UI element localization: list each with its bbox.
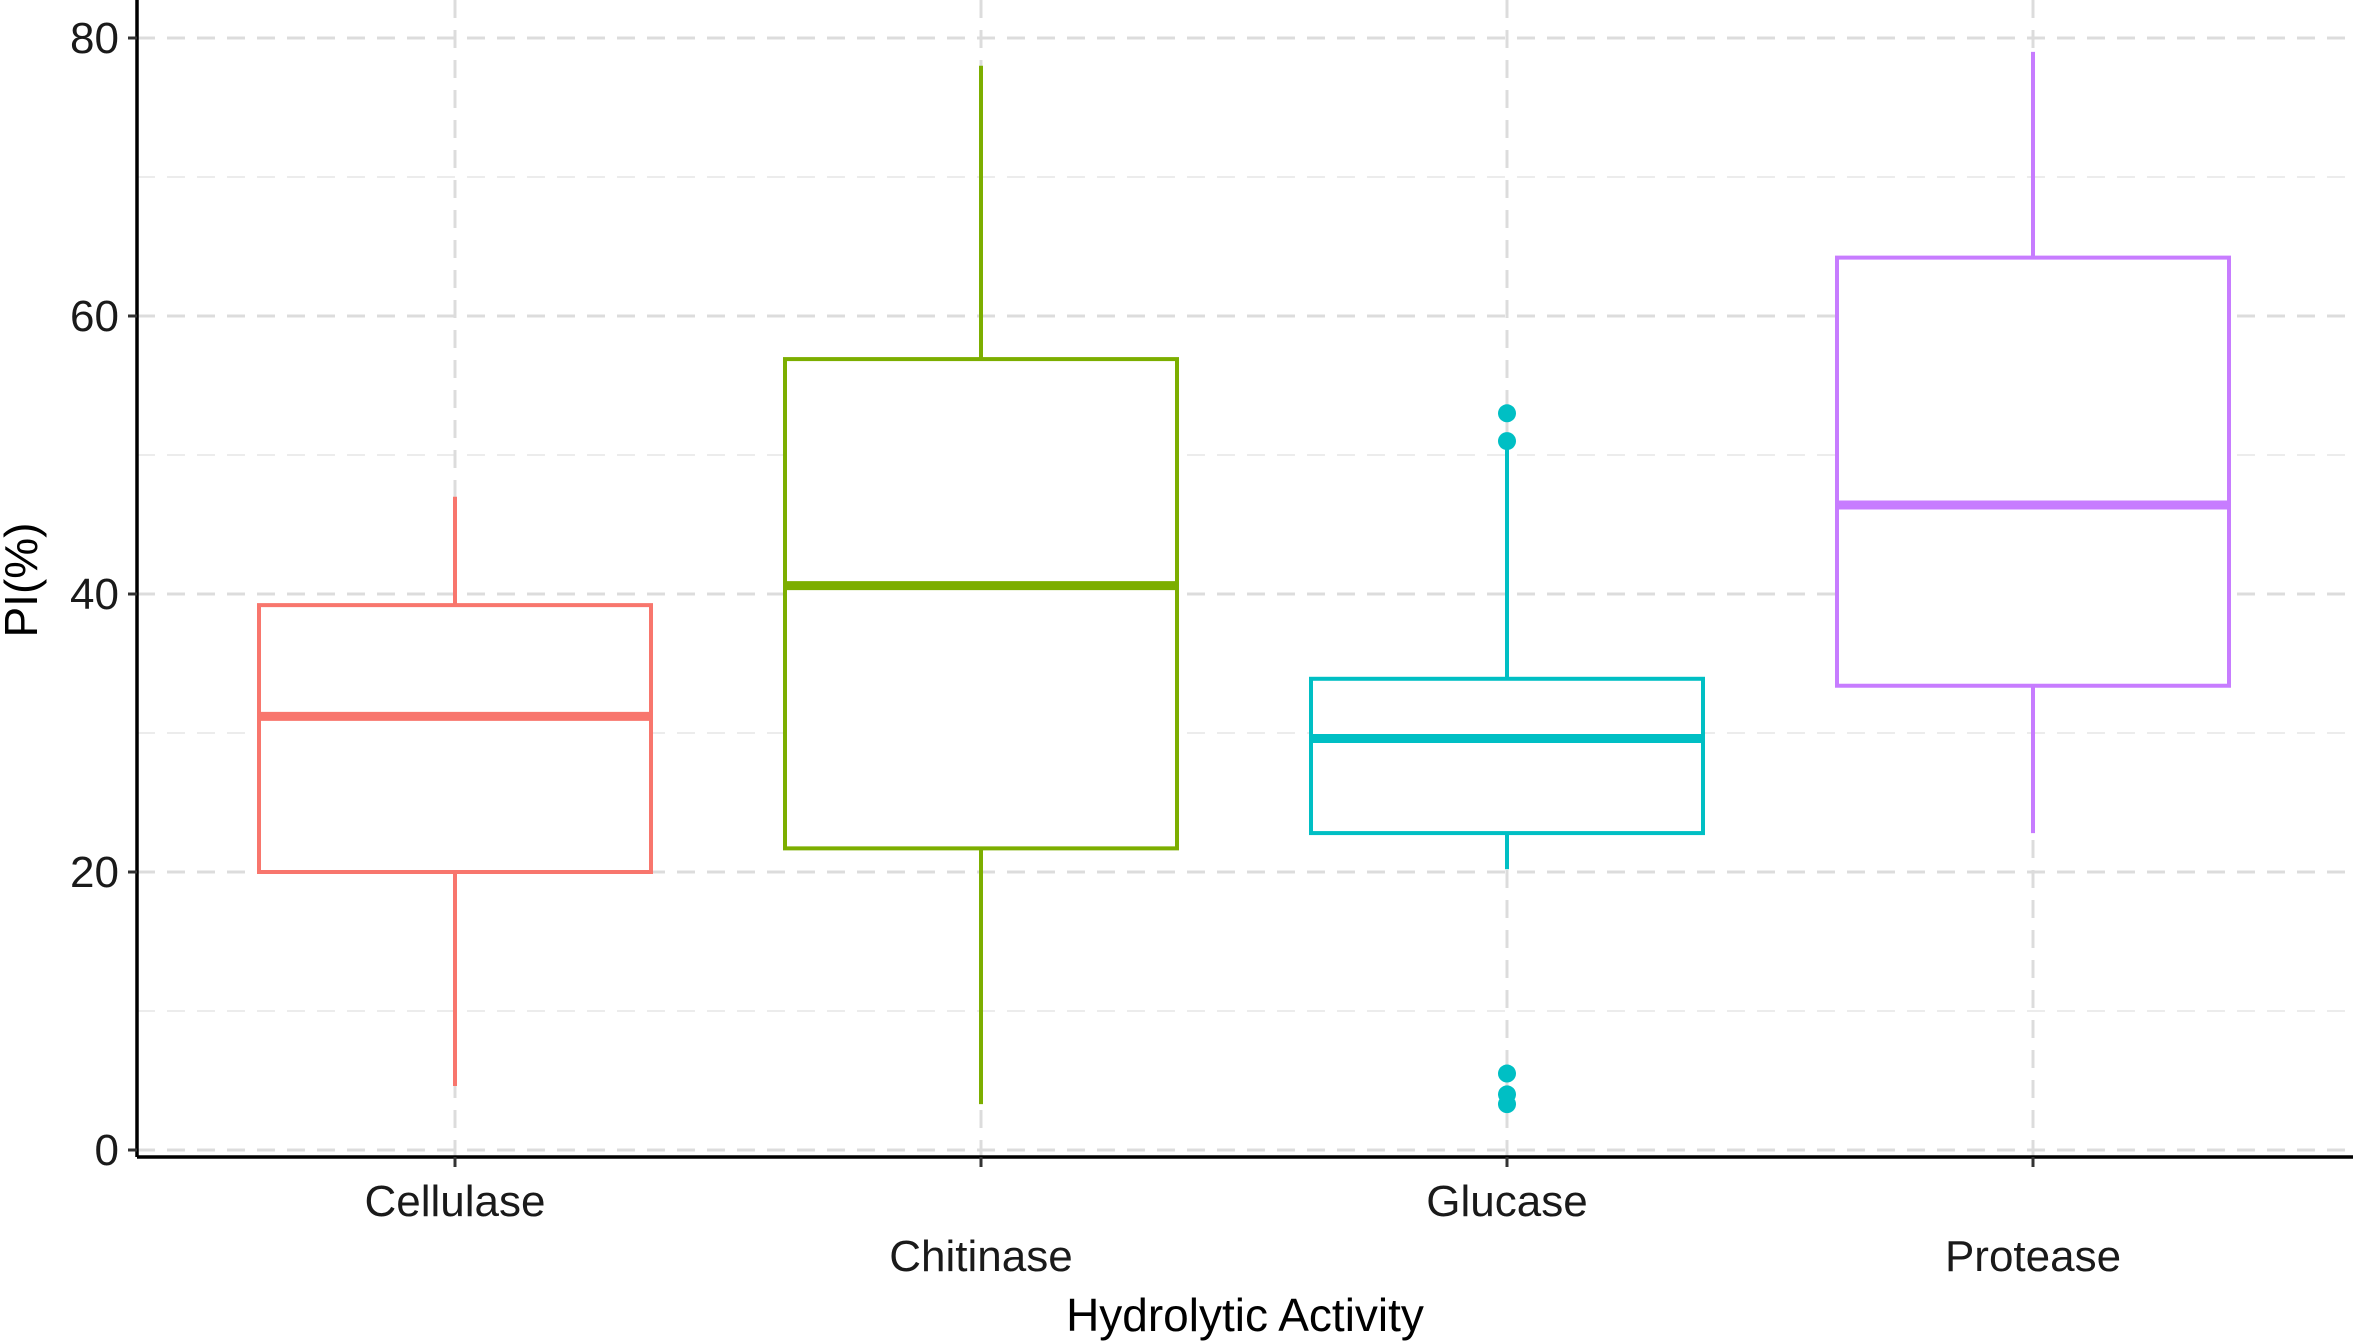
iqr-box-chitinase [783, 357, 1179, 851]
y-axis-title: PI(%) [0, 523, 47, 638]
box-glucase [1309, 404, 1705, 1114]
y-tick-label-0: 0 [95, 1126, 119, 1175]
iqr-box-protease [1835, 255, 2231, 688]
y-tick-label-40: 40 [70, 570, 119, 619]
box-protease [1835, 51, 2231, 834]
iqr-box-glucase [1309, 676, 1705, 836]
x-tick-label-cellulase: Cellulase [365, 1177, 546, 1226]
y-tick-label-20: 20 [70, 848, 119, 897]
outlier-glucase-2 [1498, 1064, 1516, 1083]
iqr-box-cellulase [257, 603, 653, 874]
x-axis-title: Hydrolytic Activity [1066, 1289, 1424, 1341]
box-cellulase [257, 496, 653, 1087]
box-chitinase [783, 65, 1179, 1105]
boxes [257, 51, 2231, 1114]
axes [135, 0, 2353, 1159]
x-tick-label-protease: Protease [1945, 1232, 2121, 1281]
y-tick-label-80: 80 [70, 14, 119, 63]
ticks: 0 20 40 60 80 Cellulase Chitinase Glucase Protea… [70, 14, 2121, 1281]
x-tick-label-glucase: Glucase [1426, 1177, 1587, 1226]
x-tick-label-chitinase: Chitinase [889, 1232, 1072, 1281]
outlier-glucase-1 [1498, 432, 1516, 451]
outlier-glucase-4 [1498, 1095, 1516, 1114]
y-tick-label-60: 60 [70, 292, 119, 341]
outlier-glucase-0 [1498, 404, 1516, 423]
